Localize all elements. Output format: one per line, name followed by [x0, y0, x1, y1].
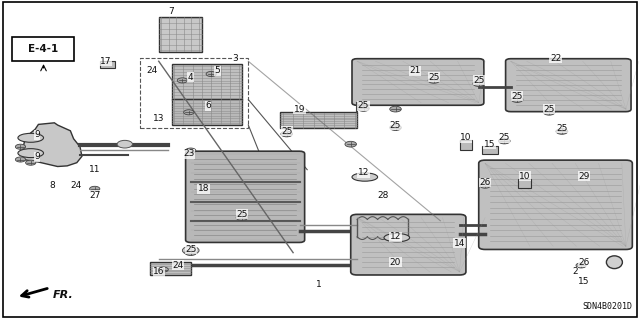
Text: 27: 27	[89, 191, 100, 200]
Polygon shape	[22, 123, 82, 167]
Bar	[100, 61, 115, 68]
Bar	[150, 262, 191, 275]
Ellipse shape	[18, 133, 44, 142]
Circle shape	[390, 106, 401, 112]
Circle shape	[186, 148, 196, 153]
Text: 8: 8	[50, 181, 55, 190]
Text: 16: 16	[153, 267, 164, 276]
Text: 17: 17	[100, 57, 111, 66]
Text: 24: 24	[147, 66, 158, 75]
Circle shape	[117, 140, 132, 148]
Circle shape	[281, 131, 292, 137]
Text: 9: 9	[35, 152, 40, 161]
Bar	[140, 58, 248, 128]
Bar	[172, 64, 242, 100]
Circle shape	[236, 215, 248, 220]
Circle shape	[15, 157, 26, 162]
Text: 25: 25	[185, 245, 196, 254]
Text: 25: 25	[358, 101, 369, 110]
Circle shape	[182, 246, 199, 255]
Circle shape	[158, 267, 168, 272]
Text: 9: 9	[35, 130, 40, 139]
Bar	[460, 140, 472, 150]
Text: 28: 28	[377, 191, 388, 200]
FancyBboxPatch shape	[352, 59, 484, 105]
Circle shape	[184, 110, 194, 115]
Text: 7: 7	[169, 7, 174, 16]
Text: 25: 25	[511, 92, 523, 101]
Text: 24: 24	[70, 181, 81, 190]
Text: 10: 10	[460, 133, 472, 142]
Circle shape	[428, 78, 440, 83]
Text: SDN4B0201D: SDN4B0201D	[582, 302, 632, 311]
Circle shape	[473, 81, 484, 86]
Circle shape	[90, 186, 100, 191]
Circle shape	[177, 78, 188, 83]
Circle shape	[576, 263, 586, 268]
Text: 20: 20	[390, 258, 401, 267]
Circle shape	[543, 109, 555, 115]
Circle shape	[480, 183, 490, 188]
FancyBboxPatch shape	[506, 59, 631, 112]
Circle shape	[499, 138, 510, 144]
Text: 18: 18	[198, 184, 209, 193]
Text: 25: 25	[390, 121, 401, 130]
FancyBboxPatch shape	[186, 151, 305, 242]
Text: 26: 26	[578, 258, 589, 267]
Text: 25: 25	[499, 133, 510, 142]
Text: 2: 2	[572, 267, 577, 276]
Text: 19: 19	[294, 105, 305, 114]
Text: 14: 14	[454, 239, 465, 248]
Text: 23: 23	[183, 149, 195, 158]
Bar	[482, 146, 498, 154]
Text: 29: 29	[578, 172, 589, 181]
Circle shape	[26, 160, 36, 165]
Circle shape	[206, 71, 216, 77]
Text: 25: 25	[236, 210, 248, 219]
Text: 15: 15	[578, 277, 589, 286]
Text: 10: 10	[519, 172, 531, 181]
Bar	[159, 17, 202, 52]
Text: 11: 11	[89, 165, 100, 174]
Ellipse shape	[384, 234, 410, 242]
Text: 25: 25	[556, 124, 568, 133]
Text: E-4-1: E-4-1	[28, 44, 58, 55]
Bar	[172, 99, 242, 125]
Text: 21: 21	[409, 66, 420, 75]
Ellipse shape	[18, 149, 44, 158]
Text: 25: 25	[543, 105, 555, 114]
Circle shape	[15, 144, 26, 149]
Text: 13: 13	[153, 114, 164, 123]
FancyBboxPatch shape	[479, 160, 632, 249]
Text: 25: 25	[281, 127, 292, 136]
Text: 1: 1	[316, 280, 321, 289]
Text: 15: 15	[484, 140, 495, 149]
Circle shape	[358, 106, 369, 111]
Text: 22: 22	[550, 54, 561, 63]
FancyBboxPatch shape	[351, 214, 466, 275]
Text: FR.: FR.	[52, 290, 73, 300]
Text: 26: 26	[479, 178, 491, 187]
Text: 5: 5	[215, 66, 220, 75]
Text: 6: 6	[205, 101, 211, 110]
Bar	[280, 112, 357, 128]
Circle shape	[556, 129, 568, 134]
Text: 12: 12	[390, 232, 401, 241]
Text: 4: 4	[188, 73, 193, 82]
Circle shape	[345, 141, 356, 147]
Circle shape	[390, 125, 401, 130]
Circle shape	[185, 250, 196, 256]
Ellipse shape	[352, 173, 378, 181]
Text: 12: 12	[358, 168, 369, 177]
Circle shape	[511, 97, 523, 102]
Text: 25: 25	[428, 73, 440, 82]
Bar	[12, 37, 74, 61]
Text: 25: 25	[473, 76, 484, 85]
Text: 24: 24	[172, 261, 184, 270]
Text: 3: 3	[233, 54, 238, 63]
Bar	[518, 179, 531, 188]
Ellipse shape	[607, 256, 623, 269]
